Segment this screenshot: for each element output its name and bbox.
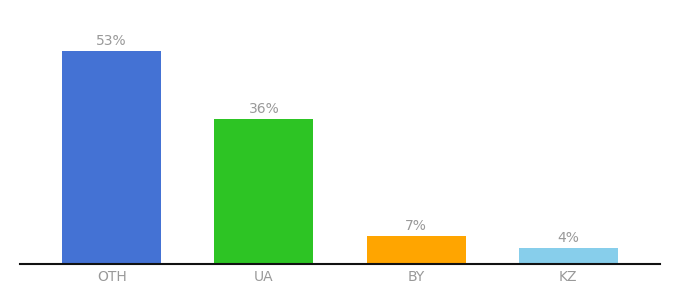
Bar [63,51,161,264]
Text: 7%: 7% [405,219,427,233]
Text: 36%: 36% [248,102,279,116]
Bar [519,248,617,264]
Bar [367,236,466,264]
Text: 53%: 53% [97,34,127,48]
Text: 4%: 4% [558,231,579,245]
Bar [214,119,313,264]
